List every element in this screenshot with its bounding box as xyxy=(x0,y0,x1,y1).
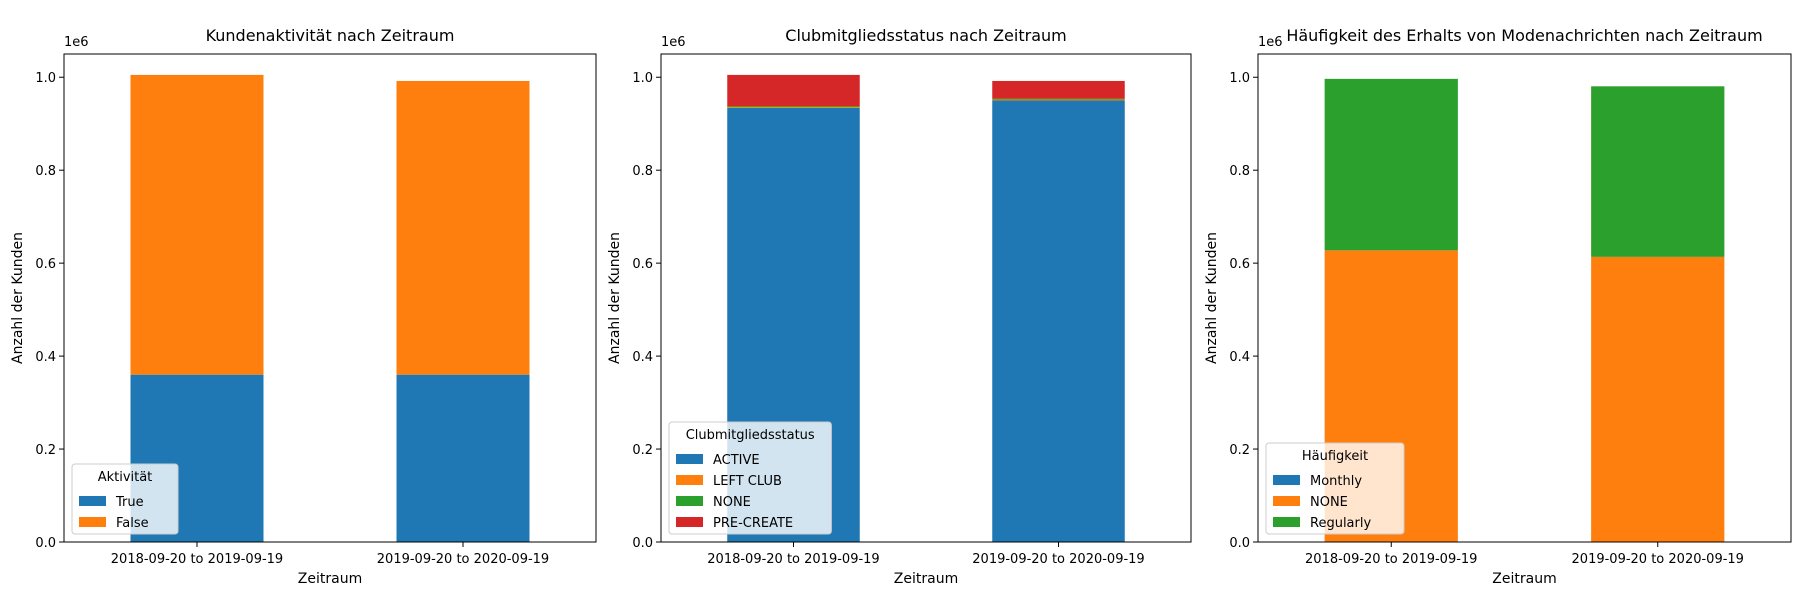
chart-title: Häufigkeit des Erhalts von Modenachricht… xyxy=(1286,26,1762,45)
legend-swatch xyxy=(1273,517,1300,527)
y-tick-label: 0.4 xyxy=(35,350,56,365)
legend-title: Aktivität xyxy=(98,470,153,485)
y-tick-label: 0.6 xyxy=(1229,257,1250,272)
legend-swatch xyxy=(676,454,703,464)
legend-box xyxy=(668,421,832,535)
bar-regularly-2 xyxy=(1591,86,1725,257)
y-tick-label: 0.2 xyxy=(632,443,653,458)
y-tick-label: 0.4 xyxy=(1229,350,1250,365)
legend-entry: NONE xyxy=(1310,495,1348,510)
y-axis-label: Anzahl der Kunden xyxy=(607,232,623,364)
y-tick-label: 0.2 xyxy=(1229,443,1250,458)
bar-left-club-2 xyxy=(992,99,1125,101)
y-tick-label: 1.0 xyxy=(35,71,56,86)
bar-none-2 xyxy=(1591,256,1725,542)
y-tick-label: 1.0 xyxy=(1229,71,1250,86)
bar-false-2 xyxy=(396,80,530,375)
legend-entry: Monthly xyxy=(1310,474,1362,489)
legend-entry: LEFT CLUB xyxy=(713,474,782,489)
x-tick-label: 2018-09-20 to 2019-09-19 xyxy=(1305,552,1477,567)
x-axis-label: Zeitraum xyxy=(894,571,958,587)
legend-box xyxy=(71,463,179,535)
legend-entry: ACTIVE xyxy=(713,453,760,468)
y-tick-label: 0.6 xyxy=(632,257,653,272)
legend: Aktivität True False xyxy=(71,463,179,535)
plot-frame xyxy=(660,53,1192,543)
chart-panel-1: 0.0 0.2 0.4 0.6 0.8 1.0 2018-09-20 to 2019-09-… xyxy=(10,26,597,587)
bar-none-2 xyxy=(992,98,1125,100)
y-axis-label: Anzahl der Kunden xyxy=(1204,232,1220,364)
x-tick-label: 2019-09-20 to 2020-09-19 xyxy=(1572,552,1744,567)
chart-panel-2: 0.0 0.2 0.4 0.6 0.8 1.0 2018-09-20 to 2019-09-… xyxy=(607,26,1192,587)
legend-box xyxy=(1265,442,1405,535)
legend-entry: Regularly xyxy=(1310,516,1371,531)
bar-regularly-1 xyxy=(1324,78,1458,251)
chart-title: Kundenaktivität nach Zeitraum xyxy=(206,26,455,45)
y-tick-label: 0.0 xyxy=(35,536,56,551)
bar-active-2 xyxy=(992,100,1125,542)
bar-pre-create-2 xyxy=(992,80,1125,99)
chart-title: Clubmitgliedsstatus nach Zeitraum xyxy=(785,26,1066,45)
x-axis-label: Zeitraum xyxy=(298,571,362,587)
y-tick-label: 0.0 xyxy=(1229,536,1250,551)
y-offset-label: 1e6 xyxy=(1258,35,1283,50)
plot-frame xyxy=(1257,53,1792,543)
legend-swatch xyxy=(676,496,703,506)
y-tick-label: 0.6 xyxy=(35,257,56,272)
x-tick-label: 2019-09-20 to 2020-09-19 xyxy=(972,552,1144,567)
legend-swatch xyxy=(1273,475,1300,485)
legend-swatch xyxy=(676,475,703,485)
bar-left-club-1 xyxy=(727,106,860,108)
legend-swatch xyxy=(79,496,106,506)
bar-false-1 xyxy=(130,74,264,375)
chart-panel-3: 0.0 0.2 0.4 0.6 0.8 1.0 2018-09-20 to 2019-09-… xyxy=(1204,26,1792,587)
legend-entry: False xyxy=(116,516,149,531)
bar-pre-create-1 xyxy=(727,74,860,107)
y-tick-label: 0.4 xyxy=(632,350,653,365)
y-tick-label: 0.8 xyxy=(1229,164,1250,179)
y-tick-label: 0.8 xyxy=(632,164,653,179)
legend: Clubmitgliedsstatus ACTIVE LEFT CLUB NONE PR… xyxy=(668,421,832,535)
plot-frame xyxy=(63,53,597,543)
legend-entry: PRE-CREATE xyxy=(713,516,793,531)
y-tick-label: 1.0 xyxy=(632,71,653,86)
legend-swatch xyxy=(79,517,106,527)
bar-none-1 xyxy=(727,106,860,107)
legend-entry: NONE xyxy=(713,495,751,510)
y-tick-label: 0.8 xyxy=(35,164,56,179)
y-tick-label: 0.0 xyxy=(632,536,653,551)
y-tick-label: 0.2 xyxy=(35,443,56,458)
y-offset-label: 1e6 xyxy=(661,35,686,50)
legend: Häufigkeit Monthly NONE Regularly xyxy=(1265,442,1405,535)
y-axis-label: Anzahl der Kunden xyxy=(10,232,26,364)
x-tick-label: 2018-09-20 to 2019-09-19 xyxy=(111,552,283,567)
x-tick-label: 2018-09-20 to 2019-09-19 xyxy=(707,552,879,567)
legend-title: Clubmitgliedsstatus xyxy=(686,428,815,443)
y-offset-label: 1e6 xyxy=(64,35,89,50)
legend-swatch xyxy=(1273,496,1300,506)
x-tick-label: 2019-09-20 to 2020-09-19 xyxy=(377,552,549,567)
bar-true-2 xyxy=(396,374,530,542)
legend-swatch xyxy=(676,517,703,527)
legend-entry: True xyxy=(115,495,144,510)
legend-title: Häufigkeit xyxy=(1302,449,1368,464)
x-axis-label: Zeitraum xyxy=(1492,571,1556,587)
